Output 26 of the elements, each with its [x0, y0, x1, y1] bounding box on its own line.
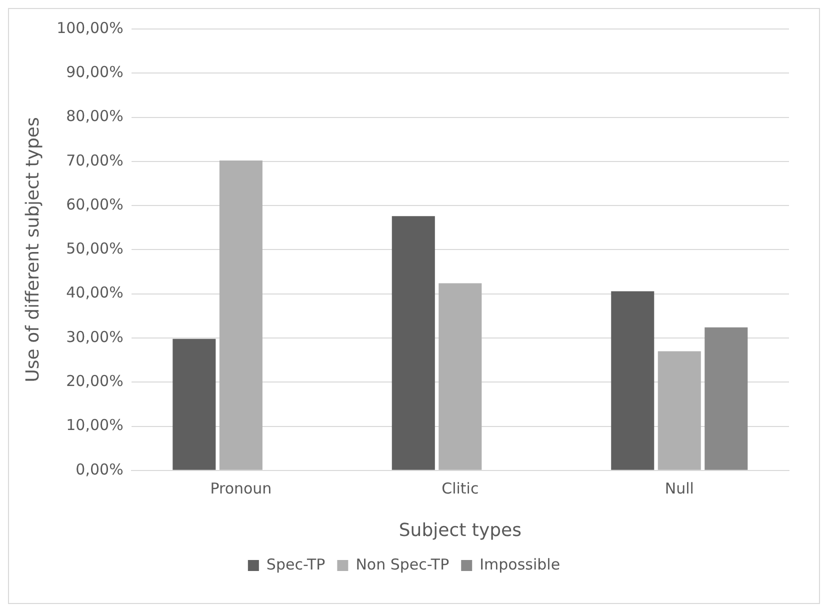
y-tick-label: 30,00%	[66, 328, 124, 346]
bar	[172, 338, 216, 470]
bar	[658, 351, 701, 470]
bar	[392, 216, 435, 470]
y-tick-label: 60,00%	[66, 195, 124, 214]
y-axis-title: Use of different subject types	[22, 117, 44, 382]
y-tick-label: 100,00%	[56, 18, 124, 37]
legend-label: Non Spec-TP	[356, 555, 450, 574]
bar	[438, 283, 482, 470]
y-tick-label: 0,00%	[76, 460, 124, 478]
x-tick-label: Null	[664, 479, 694, 498]
y-tick-label: 10,00%	[66, 416, 124, 434]
bar	[219, 160, 262, 470]
bar	[704, 327, 748, 470]
y-tick-label: 70,00%	[66, 151, 124, 170]
y-tick-label: 40,00%	[66, 284, 124, 302]
legend-label: Spec-TP	[266, 555, 326, 574]
x-tick-label: Pronoun	[210, 479, 272, 498]
x-axis-title: Subject types	[398, 520, 522, 541]
legend-label: Impossible	[480, 555, 560, 574]
x-tick-label: Clitic	[442, 479, 479, 498]
y-tick-label: 80,00%	[66, 107, 124, 126]
y-tick-label: 20,00%	[66, 372, 124, 390]
y-tick-label: 50,00%	[66, 240, 124, 258]
y-tick-label: 90,00%	[66, 63, 124, 82]
bar	[611, 291, 654, 470]
